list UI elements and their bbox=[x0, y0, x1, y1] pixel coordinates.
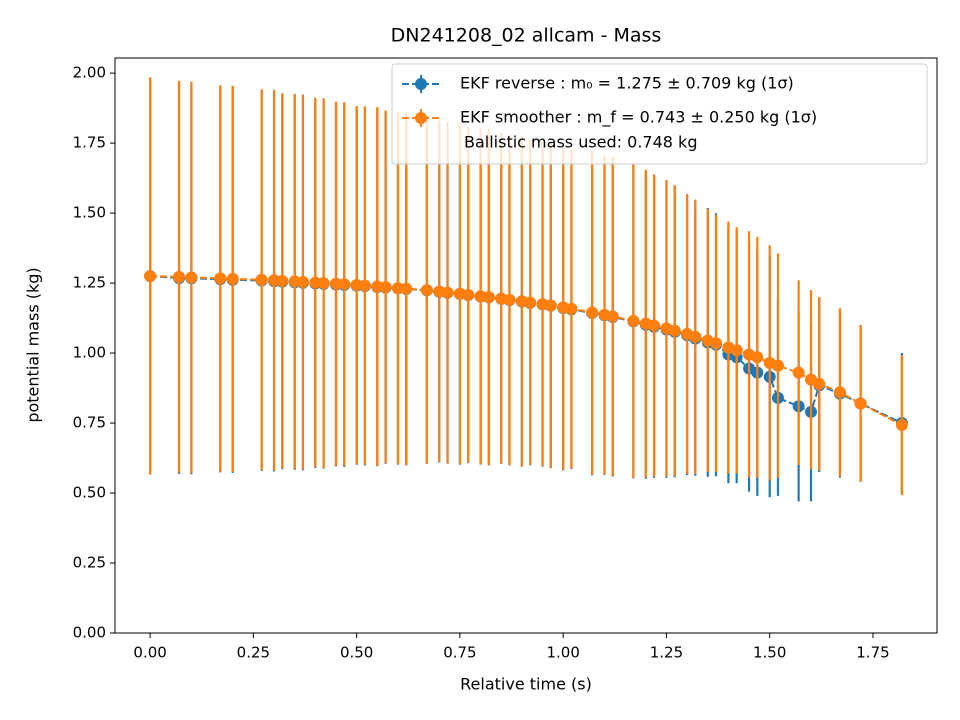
marker bbox=[441, 286, 454, 299]
chart-title: DN241208_02 allcam - Mass bbox=[391, 25, 662, 47]
marker bbox=[565, 302, 578, 315]
marker bbox=[730, 344, 743, 357]
x-tick-label: 1.50 bbox=[753, 644, 786, 662]
marker bbox=[627, 314, 640, 327]
y-tick-label: 0.75 bbox=[73, 414, 106, 432]
marker bbox=[710, 337, 723, 350]
y-tick-label: 1.75 bbox=[73, 134, 106, 152]
marker bbox=[751, 351, 764, 364]
legend-note: Ballistic mass used: 0.748 kg bbox=[464, 133, 697, 152]
y-tick-label: 0.50 bbox=[73, 484, 106, 502]
x-axis-label: Relative time (s) bbox=[460, 675, 592, 694]
marker bbox=[833, 386, 846, 399]
marker bbox=[420, 284, 433, 297]
marker bbox=[668, 324, 681, 337]
marker bbox=[276, 274, 289, 287]
marker bbox=[317, 277, 330, 290]
marker bbox=[895, 419, 908, 432]
x-tick-label: 1.00 bbox=[546, 644, 579, 662]
marker bbox=[544, 299, 557, 312]
marker bbox=[338, 278, 351, 291]
marker bbox=[255, 273, 268, 286]
marker bbox=[503, 293, 516, 306]
marker bbox=[482, 291, 495, 304]
marker bbox=[462, 288, 475, 301]
marker bbox=[400, 282, 413, 295]
y-tick-label: 1.50 bbox=[73, 204, 106, 222]
legend-box bbox=[391, 63, 928, 165]
y-tick-label: 0.00 bbox=[73, 624, 106, 642]
y-tick-label: 0.25 bbox=[73, 554, 106, 572]
legend-marker bbox=[415, 78, 427, 90]
y-tick-label: 1.25 bbox=[73, 274, 106, 292]
y-tick-label: 1.00 bbox=[73, 344, 106, 362]
x-tick-label: 0.00 bbox=[133, 644, 166, 662]
axes-frame bbox=[114, 57, 938, 634]
marker bbox=[813, 377, 826, 390]
marker bbox=[854, 397, 867, 410]
marker bbox=[226, 272, 239, 285]
legend: EKF reverse : m₀ = 1.275 ± 0.709 kg (1σ)… bbox=[391, 63, 928, 165]
y-axis-label: potential mass (kg) bbox=[24, 267, 43, 422]
marker bbox=[792, 366, 805, 379]
marker bbox=[771, 359, 784, 372]
marker bbox=[379, 280, 392, 293]
legend-label: EKF reverse : m₀ = 1.275 ± 0.709 kg (1σ) bbox=[460, 74, 794, 93]
marker bbox=[173, 270, 186, 283]
marker bbox=[214, 272, 227, 285]
series bbox=[144, 77, 908, 495]
marker bbox=[586, 306, 599, 319]
x-tick-label: 0.50 bbox=[340, 644, 373, 662]
marker bbox=[689, 330, 702, 343]
marker bbox=[185, 271, 198, 284]
legend-marker bbox=[415, 112, 427, 124]
marker bbox=[648, 319, 661, 332]
marker bbox=[524, 296, 537, 309]
marker bbox=[358, 279, 371, 292]
marker bbox=[606, 310, 619, 323]
x-tick-label: 0.25 bbox=[237, 644, 270, 662]
marker bbox=[144, 270, 157, 283]
y-tick-label: 2.00 bbox=[73, 64, 106, 82]
marker bbox=[296, 275, 309, 288]
x-tick-label: 1.75 bbox=[856, 644, 889, 662]
x-tick-label: 1.25 bbox=[650, 644, 683, 662]
legend-label: EKF smoother : m_f = 0.743 ± 0.250 kg (1… bbox=[460, 108, 817, 128]
x-tick-label: 0.75 bbox=[443, 644, 476, 662]
